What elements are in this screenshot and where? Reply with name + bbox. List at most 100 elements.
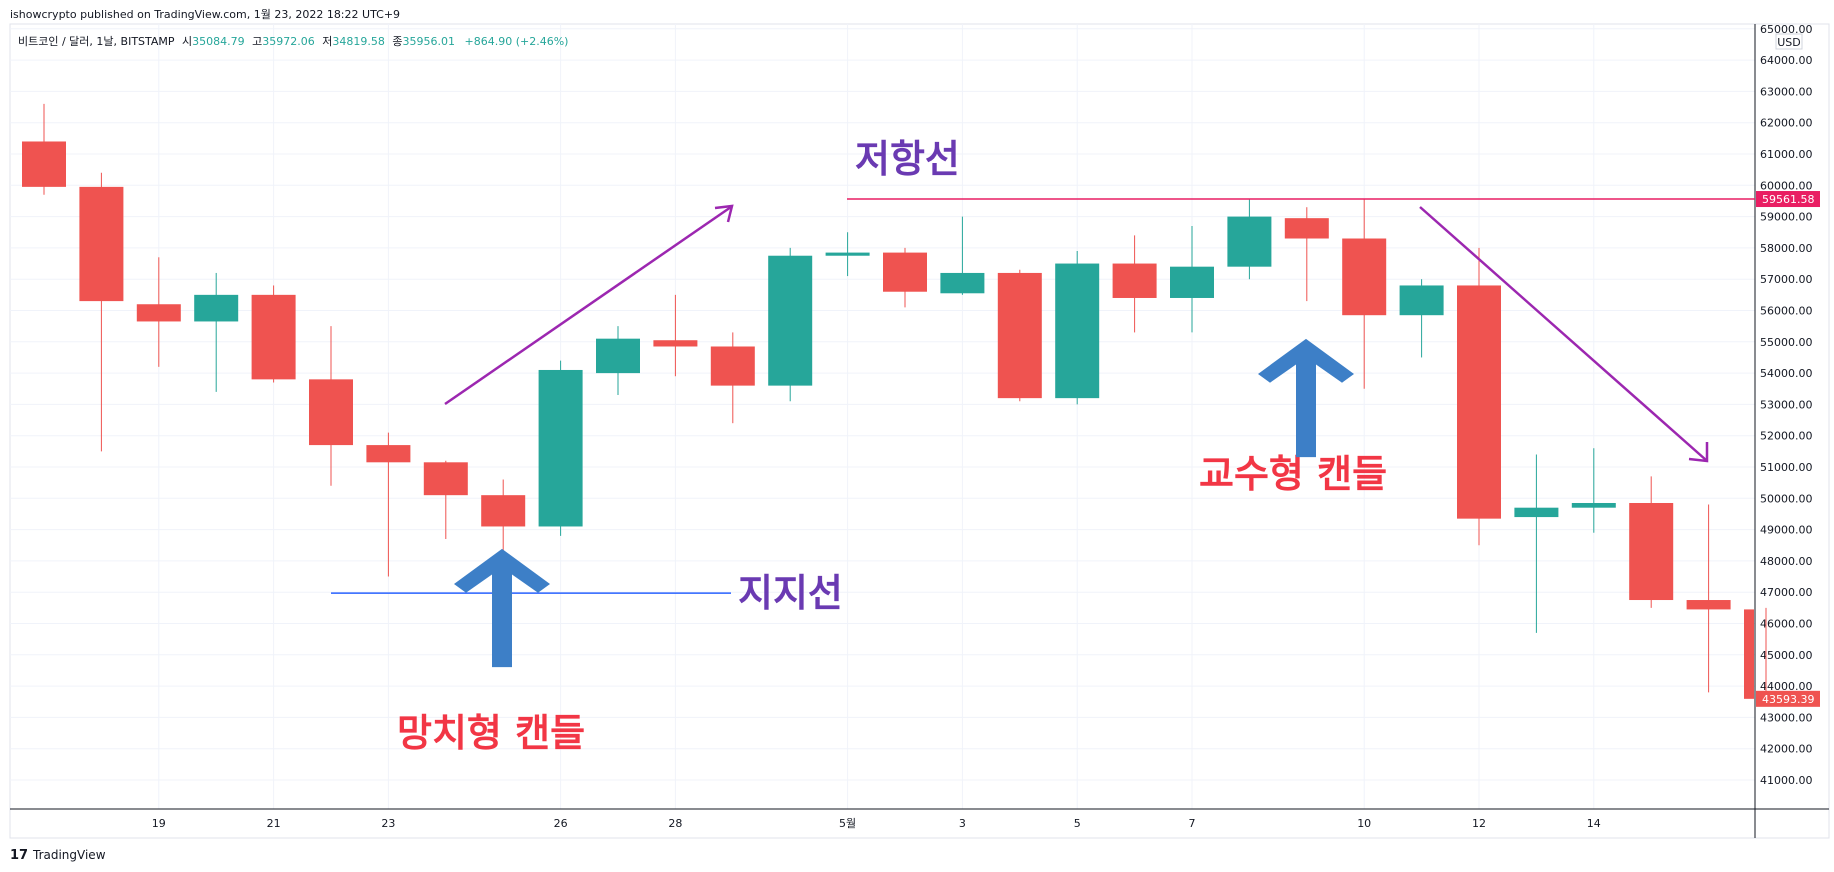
candle-body: [940, 272, 985, 294]
time-tick-label: 14: [1587, 817, 1601, 830]
price-tick-label: 48000.00: [1760, 555, 1813, 568]
candle-body: [710, 346, 755, 386]
candle: [596, 326, 640, 396]
candle-body: [194, 294, 239, 322]
price-tick-label: 49000.00: [1760, 524, 1813, 537]
candle-body: [596, 338, 640, 374]
price-tick-label: 65000.00: [1760, 23, 1813, 36]
last-price-label: 43593.39: [1762, 693, 1815, 706]
candle-body: [1227, 216, 1272, 267]
candle-body: [251, 294, 296, 380]
candle: [1227, 199, 1272, 280]
candle-body: [997, 272, 1042, 399]
candle: [1055, 251, 1100, 405]
candle-body: [1457, 285, 1501, 519]
price-tick-label: 62000.00: [1760, 117, 1813, 130]
candle: [883, 247, 927, 308]
low-value: 34819.58: [332, 35, 385, 48]
candle: [1629, 476, 1674, 608]
price-tick-label: 61000.00: [1760, 148, 1813, 161]
candle-body: [1342, 238, 1387, 316]
price-tick-label: 41000.00: [1760, 774, 1813, 787]
candle-body: [1112, 263, 1157, 298]
candle: [538, 360, 583, 536]
price-tick-label: 53000.00: [1760, 398, 1813, 411]
candle: [1457, 247, 1501, 546]
candle-body: [1284, 218, 1329, 239]
price-tick-label: 42000.00: [1760, 743, 1813, 756]
price-tick-label: 64000.00: [1760, 54, 1813, 67]
candle-body: [1514, 507, 1559, 518]
time-tick-label: 23: [381, 817, 395, 830]
close-label: 종: [392, 35, 402, 48]
high-label: 고: [252, 35, 262, 48]
open-value: 35084.79: [192, 35, 245, 48]
candle-body: [366, 445, 411, 463]
resistance-price-label-box: [1756, 191, 1820, 208]
price-tick-label: 43000.00: [1760, 711, 1813, 724]
candle: [481, 479, 526, 590]
candle: [1170, 225, 1214, 333]
price-tick-label: 44000.00: [1760, 680, 1813, 693]
candle: [194, 272, 239, 392]
candle-body: [1571, 502, 1616, 508]
candles: [22, 103, 1767, 701]
candle: [940, 216, 985, 295]
publisher-line: ishowcrypto published on TradingView.com…: [10, 8, 400, 21]
candle-body: [1629, 502, 1674, 601]
candle-body: [423, 462, 468, 496]
currency-box: [1775, 33, 1803, 50]
candle-body: [538, 369, 583, 527]
price-tick-label: 55000.00: [1760, 336, 1813, 349]
candle-body: [1744, 609, 1754, 699]
candle-body: [481, 495, 526, 527]
candle: [1399, 279, 1444, 358]
time-tick-label: 19: [152, 817, 166, 830]
hammer-annotation: 망치형 캔들: [397, 711, 585, 755]
candle: [366, 432, 411, 577]
price-tick-label: 57000.00: [1760, 273, 1813, 286]
candle: [79, 172, 124, 452]
price-tick-label: 54000.00: [1760, 367, 1813, 380]
candle: [825, 232, 870, 277]
candle: [1342, 199, 1387, 389]
candle-body: [1399, 285, 1444, 316]
price-tick-label: 52000.00: [1760, 430, 1813, 443]
open-label: 시: [182, 35, 192, 48]
change-value: +864.90 (+2.46%): [465, 35, 569, 48]
candle-body: [1686, 600, 1731, 610]
candle-body: [79, 186, 124, 302]
low-label: 저: [322, 35, 332, 48]
time-tick-label: 21: [267, 817, 281, 830]
candle-body: [883, 252, 927, 292]
price-tick-label: 58000.00: [1760, 242, 1813, 255]
candle: [768, 247, 813, 402]
candle: [1514, 454, 1559, 633]
time-tick-label: 5: [1074, 817, 1081, 830]
candle-body: [825, 252, 870, 256]
price-tick-label: 50000.00: [1760, 492, 1813, 505]
price-tick-label: 60000.00: [1760, 179, 1813, 192]
candle-body: [1055, 263, 1100, 399]
price-tick-label: 46000.00: [1760, 618, 1813, 631]
candle: [1571, 448, 1616, 533]
time-tick-label: 28: [668, 817, 682, 830]
candle: [1284, 207, 1329, 302]
close-value: 35956.01: [403, 35, 456, 48]
downtrend-arrow-line: [1419, 206, 1707, 461]
ohlc-legend: 비트코인 / 달러, 1날, BITSTAMP 시35084.79 고35972…: [18, 35, 568, 48]
candle-body: [22, 141, 66, 187]
high-value: 35972.06: [262, 35, 315, 48]
drawings: 59561.58 43593.39: [331, 191, 1820, 707]
candle-body: [653, 340, 698, 347]
footer-brand: TradingView: [32, 848, 106, 862]
candle-body: [1170, 266, 1214, 298]
uptrend-arrow-line: [444, 205, 732, 406]
candle: [1686, 504, 1731, 693]
time-tick-label: 7: [1189, 817, 1196, 830]
hanging-man-arrow-icon: [1258, 338, 1354, 458]
price-tick-label: 63000.00: [1760, 85, 1813, 98]
time-tick-label: 12: [1472, 817, 1486, 830]
resistance-price-label: 59561.58: [1762, 193, 1815, 206]
